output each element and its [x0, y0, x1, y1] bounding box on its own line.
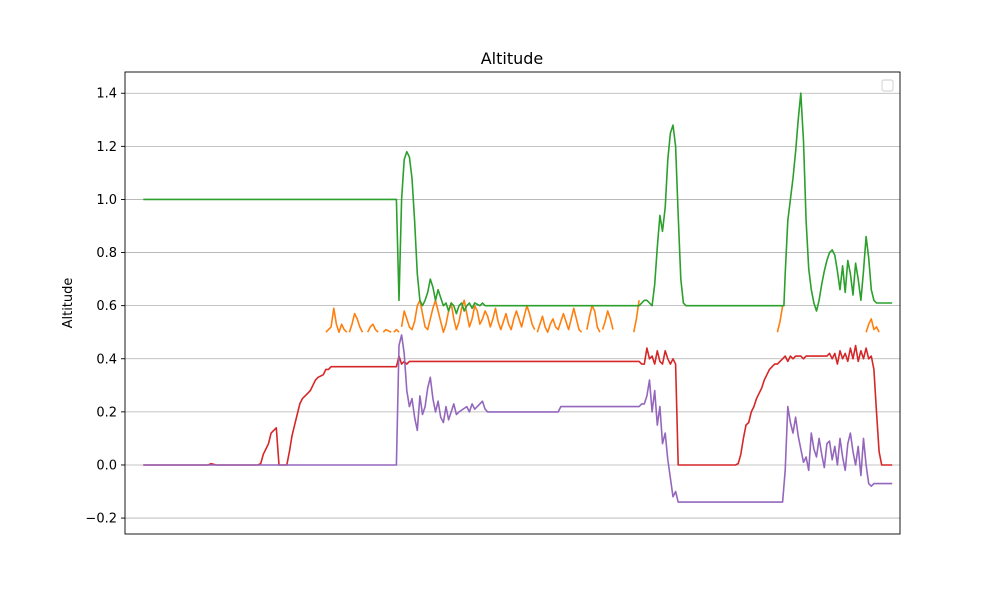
y-tick-label: 0.0 [96, 458, 117, 473]
plot-area-frame [124, 71, 901, 535]
series-1-line [393, 328, 400, 333]
legend-box [881, 79, 894, 92]
y-tick-label: 1.0 [96, 193, 117, 208]
series-1-line [382, 328, 392, 333]
series-1-line [325, 307, 348, 334]
series-2-line [143, 92, 893, 315]
y-tick-label: 0.8 [96, 246, 117, 261]
series-1-line [586, 304, 601, 333]
chart-title: Altitude [481, 49, 544, 68]
series-1-line [348, 312, 364, 333]
y-tick-label: −0.2 [85, 512, 117, 527]
series-1-line [865, 318, 880, 333]
y-tick-label: 0.6 [96, 299, 117, 314]
series-1-line [601, 310, 614, 330]
series-1-line [366, 323, 379, 333]
y-tick-label: 0.2 [96, 405, 117, 420]
series-3-line [143, 344, 893, 466]
y-axis-label: Altitude [61, 278, 76, 329]
series-1-line [776, 305, 784, 333]
y-tick-label: 0.4 [96, 352, 117, 367]
series-1-line [400, 299, 536, 334]
series-1-line [536, 307, 583, 334]
y-tick-label: 1.2 [96, 140, 117, 155]
y-tick-label: 1.4 [96, 87, 117, 102]
series-4-line [143, 334, 893, 503]
series-lines [143, 92, 893, 503]
y-axis-ticks: −0.2 0.0 0.2 0.4 0.6 0.8 1.0 1.2 1.4 [85, 87, 125, 527]
